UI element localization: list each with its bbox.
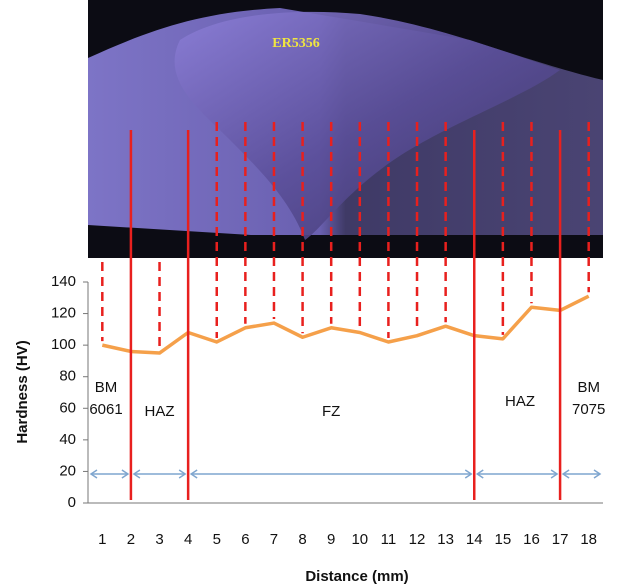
micrograph: ER5356 xyxy=(88,0,603,258)
y-tick-label: 60 xyxy=(59,399,76,416)
x-tick-label: 14 xyxy=(466,531,483,548)
y-axis-label: Hardness (HV) xyxy=(14,340,31,443)
y-tick-label: 120 xyxy=(51,305,76,322)
y-tick-label: 40 xyxy=(59,431,76,448)
x-tick-label: 5 xyxy=(213,531,221,548)
x-tick-label: 2 xyxy=(127,531,135,548)
y-tick-label: 80 xyxy=(59,368,76,385)
x-tick-label: 9 xyxy=(327,531,335,548)
region-label: 6061 xyxy=(89,401,122,418)
x-tick-label: 3 xyxy=(155,531,163,548)
y-tick-label: 140 xyxy=(51,273,76,290)
x-axis-label: Distance (mm) xyxy=(305,568,408,585)
y-tick-label: 20 xyxy=(59,462,76,479)
x-tick-label: 13 xyxy=(437,531,454,548)
x-tick-label: 1 xyxy=(98,531,106,548)
x-tick-label: 10 xyxy=(351,531,368,548)
region-label: BM xyxy=(577,379,600,396)
x-tick-label: 15 xyxy=(495,531,512,548)
x-tick-label: 12 xyxy=(409,531,426,548)
region-label: BM xyxy=(95,379,118,396)
x-tick-label: 11 xyxy=(381,531,397,548)
image-label: ER5356 xyxy=(272,36,319,51)
region-label: HAZ xyxy=(505,393,535,410)
x-tick-label: 16 xyxy=(523,531,540,548)
region-label: 7075 xyxy=(572,401,605,418)
x-tick-label: 18 xyxy=(580,531,597,548)
x-tick-label: 7 xyxy=(270,531,278,548)
line xyxy=(102,296,588,353)
y-tick-label: 0 xyxy=(68,494,76,511)
x-tick-label: 6 xyxy=(241,531,249,548)
region-label: HAZ xyxy=(145,403,175,420)
x-tick-label: 17 xyxy=(552,531,569,548)
x-tick-label: 4 xyxy=(184,531,192,548)
chart: ER5356 Distance (mm) Hardness (HV) 0 20 40… xyxy=(0,0,619,588)
x-tick-label: 8 xyxy=(298,531,306,548)
y-tick-label: 100 xyxy=(51,336,76,353)
region-label: FZ xyxy=(322,403,340,420)
